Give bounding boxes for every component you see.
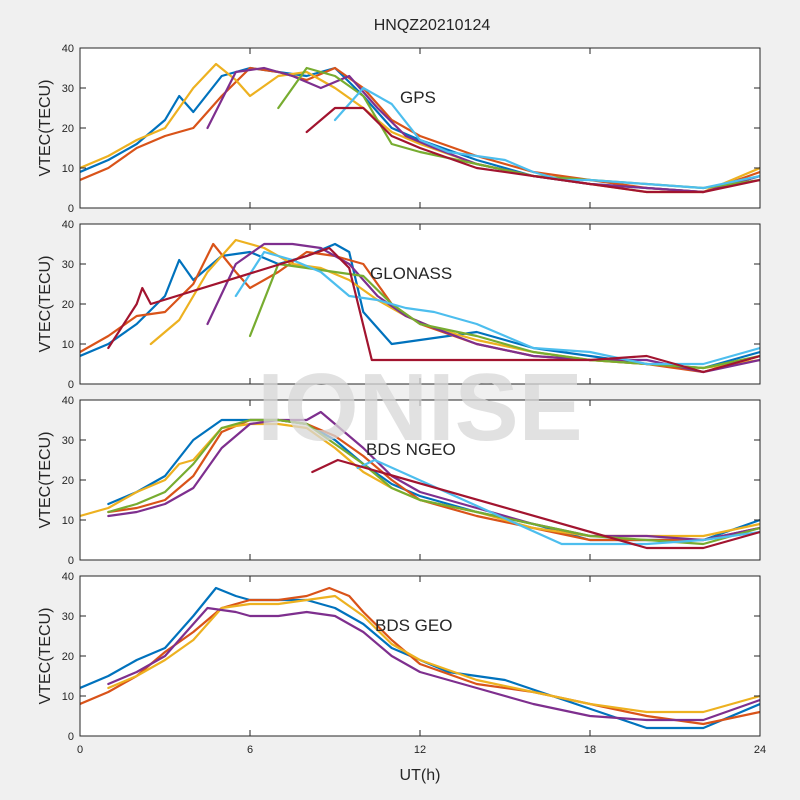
x-tick-label: 24: [754, 744, 766, 756]
series-line-7: [107, 246, 760, 374]
y-tick-label: 40: [62, 571, 74, 583]
y-tick-label: 0: [68, 379, 74, 391]
series-group: [80, 410, 760, 550]
series-line-6: [333, 86, 760, 190]
panel-glonass: 0 10 20 30 40 VTEC(TECU) GLONASS: [37, 219, 761, 391]
y-tick-label: 40: [62, 43, 74, 55]
series-group: [80, 62, 760, 194]
panel-bds-geo: 0 6 12 18 24 0 10 20 30 40 VTEC(TECU) BDS GEO: [37, 571, 766, 756]
series-line-6: [356, 458, 760, 546]
watermark: IONISE: [257, 354, 582, 461]
y-axis-label: VTEC(TECU): [37, 256, 54, 353]
series-line-7: [305, 106, 760, 194]
y-tick-label: 30: [62, 83, 74, 95]
x-tick-label: 6: [247, 744, 253, 756]
series-line-7: [311, 458, 760, 550]
y-tick-label: 20: [62, 475, 74, 487]
y-axis-label: VTEC(TECU): [37, 80, 54, 177]
panel-gps: 0 10 20 30 40 VTEC(TECU) GPS: [37, 43, 761, 215]
x-tick-label: 18: [584, 744, 596, 756]
panel-bds-ngeo: 0 10 20 30 40 VTEC(TECU) BDS NGEO: [37, 395, 761, 567]
y-tick-label: 20: [62, 651, 74, 663]
series-line-4: [206, 66, 760, 194]
y-tick-label: 10: [62, 163, 74, 175]
y-axis-label: VTEC(TECU): [37, 608, 54, 705]
series-line-1: [80, 586, 760, 730]
series-line-6: [234, 250, 760, 366]
y-tick-label: 20: [62, 299, 74, 311]
y-tick-label: 0: [68, 731, 74, 743]
y-tick-label: 40: [62, 219, 74, 231]
series-line-4: [107, 606, 760, 722]
panel-label: BDS NGEO: [366, 440, 456, 459]
y-tick-label: 10: [62, 515, 74, 527]
y-tick-label: 30: [62, 259, 74, 271]
panel-label: BDS GEO: [375, 616, 452, 635]
plot-area: [80, 224, 760, 384]
x-tick-label: 0: [77, 744, 83, 756]
y-tick-label: 30: [62, 435, 74, 447]
y-tick-label: 0: [68, 203, 74, 215]
x-axis-label: UT(h): [400, 767, 441, 784]
y-tick-label: 10: [62, 691, 74, 703]
plot-area: [80, 576, 760, 736]
y-tick-label: 20: [62, 123, 74, 135]
series-group: [80, 238, 760, 374]
figure-title: HNQZ20210124: [374, 17, 491, 34]
y-tick-label: 0: [68, 555, 74, 567]
series-group: [80, 586, 760, 730]
panel-label: GLONASS: [370, 264, 452, 283]
y-tick-label: 10: [62, 339, 74, 351]
y-tick-label: 40: [62, 395, 74, 407]
panel-label: GPS: [400, 88, 436, 107]
series-line-5: [107, 418, 760, 546]
series-line-2: [107, 418, 760, 542]
y-axis-label: VTEC(TECU): [37, 432, 54, 529]
panels: 0 10 20 30 40 VTEC(TECU) GPS 0 10 20 30 40 VTEC(TECU…: [37, 43, 766, 756]
y-tick-label: 30: [62, 611, 74, 623]
series-line-3: [107, 594, 760, 714]
x-tick-label: 12: [414, 744, 426, 756]
series-line-1: [80, 242, 760, 370]
